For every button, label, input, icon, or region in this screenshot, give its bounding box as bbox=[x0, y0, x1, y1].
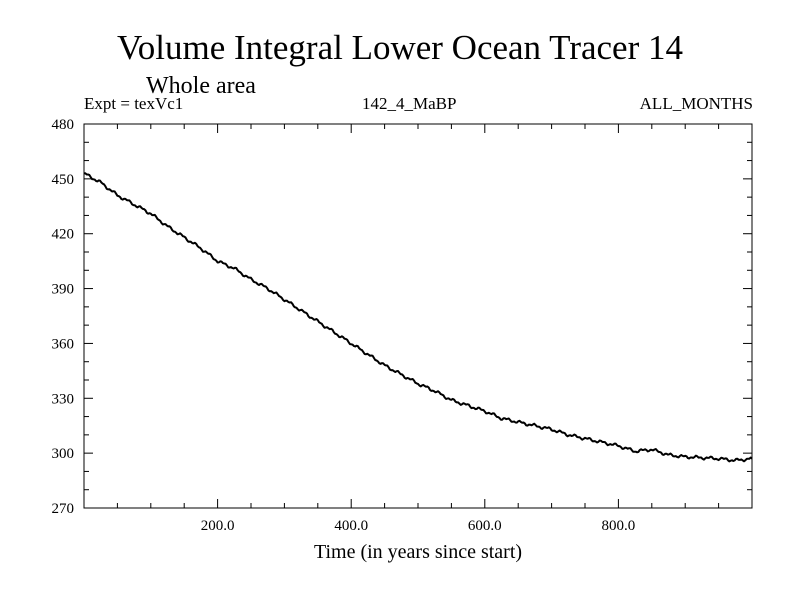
plot-frame bbox=[83, 123, 753, 509]
chart-subtitle: Whole area bbox=[146, 73, 256, 99]
chart-title: Volume Integral Lower Ocean Tracer 14 bbox=[117, 28, 683, 67]
y-tick-label: 420 bbox=[52, 227, 75, 243]
x-tick-label: 200.0 bbox=[201, 518, 235, 534]
x-axis-label: Time (in years since start) bbox=[314, 541, 522, 563]
experiment-label: Expt = texVc1 bbox=[84, 94, 184, 113]
y-tick-label: 330 bbox=[52, 391, 75, 407]
ticks-layer bbox=[84, 124, 752, 508]
x-tick-label: 600.0 bbox=[468, 518, 502, 534]
x-tick-label: 800.0 bbox=[602, 518, 636, 534]
y-tick-label: 390 bbox=[52, 282, 75, 298]
tick-labels-layer: 200.0 400.0 600.0 800.0 270 300 330 360 390 420 45… bbox=[52, 117, 636, 534]
x-tick-label: 400.0 bbox=[334, 518, 368, 534]
y-tick-label: 300 bbox=[52, 446, 75, 462]
y-tick-label: 360 bbox=[52, 336, 75, 352]
y-tick-label: 270 bbox=[52, 501, 75, 517]
period-label: 142_4_MaBP bbox=[362, 94, 457, 113]
y-tick-label: 450 bbox=[52, 172, 75, 188]
y-tick-label: 480 bbox=[52, 117, 75, 133]
series-line bbox=[83, 172, 753, 463]
months-label: ALL_MONTHS bbox=[639, 94, 753, 113]
